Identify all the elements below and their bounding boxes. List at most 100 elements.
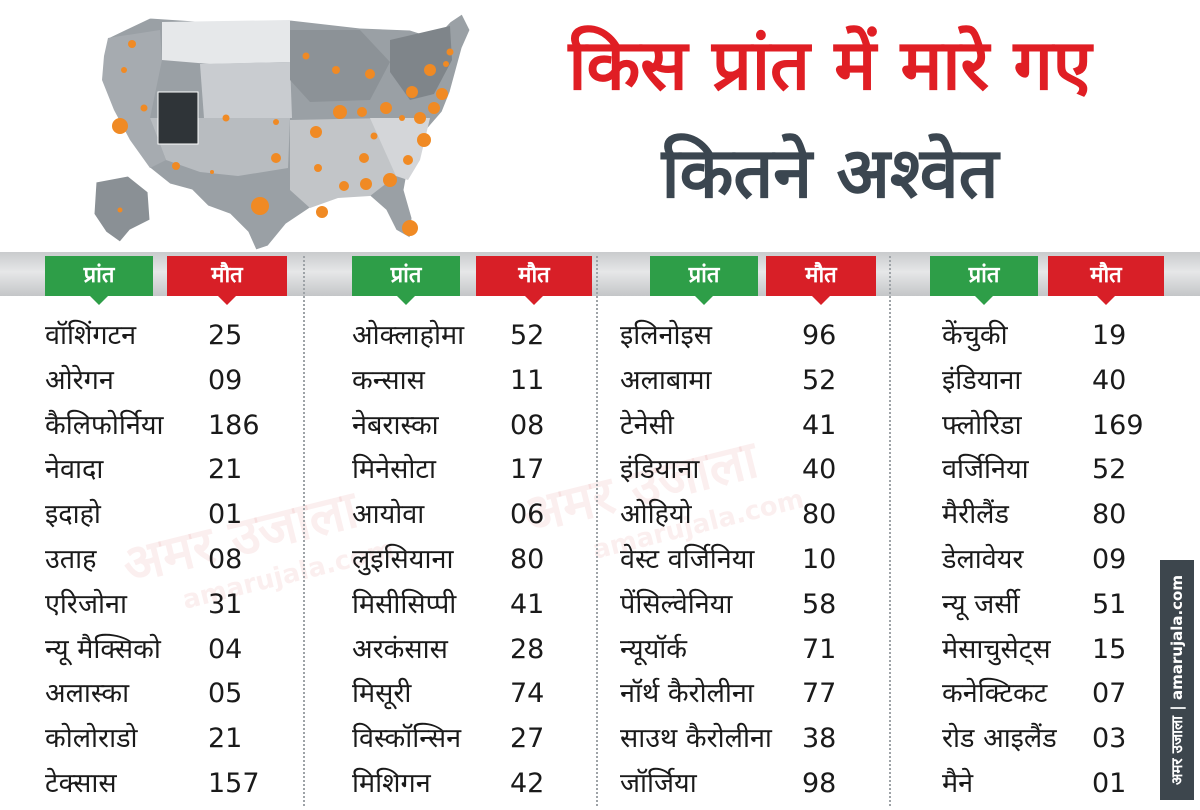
table-row: वेस्ट वर्जिनिया 10 (620, 538, 910, 583)
death-count: 31 (208, 588, 243, 620)
death-count: 38 (802, 723, 837, 755)
deaths-header: मौत (167, 256, 287, 305)
illinois-bubble (333, 105, 347, 119)
nevada-bubble (140, 104, 148, 112)
state-name: अरकंसास (352, 633, 448, 665)
state-name: अलास्का (45, 678, 130, 710)
table-row: न्यूयॉर्क 71 (620, 628, 910, 673)
death-count: 09 (208, 364, 243, 396)
deaths-header: मौत (476, 256, 592, 305)
northern-plains-region (162, 20, 290, 64)
state-name: इलिनोइस (620, 320, 713, 351)
headline-line-2: कितने अश्वेत (661, 132, 999, 214)
table-row: मैने 01 (942, 762, 1200, 807)
state-name: नेबरास्का (352, 409, 439, 441)
table-row: ओरेगन 09 (45, 359, 335, 404)
table-row: नेवादा 21 (45, 448, 335, 493)
table-row: मेसाचुसेट्स 15 (942, 628, 1200, 673)
table-row: अरकंसास 28 (352, 628, 642, 673)
arkansas-bubble (314, 164, 322, 172)
state-name: आयोवा (352, 499, 425, 531)
death-count: 28 (510, 633, 545, 665)
death-count: 96 (802, 320, 837, 351)
tennessee-bubble (359, 153, 369, 163)
column-separator (889, 256, 891, 806)
death-count: 52 (510, 320, 545, 351)
table-row: जॉर्जिया 98 (620, 762, 910, 807)
death-count: 186 (208, 409, 260, 441)
table-row: ओहियो 80 (620, 493, 910, 538)
state-name: नेवादा (45, 454, 104, 486)
state-name: वॉशिंगटन (45, 320, 137, 351)
table-row: साउथ कैरोलीना 38 (620, 717, 910, 762)
table-row: न्यू मैक्सिको 04 (45, 628, 335, 673)
state-name: टेक्सास (45, 767, 117, 799)
north-carolina-bubble (417, 133, 431, 147)
table-row: इलिनोइस 96 (620, 314, 910, 359)
michigan-bubble (365, 69, 375, 79)
washington-bubble (128, 40, 136, 48)
new-mexico-bubble (210, 170, 214, 174)
death-count: 17 (510, 454, 545, 486)
death-count: 21 (208, 454, 243, 486)
state-name: मिसूरी (352, 678, 412, 710)
state-header: प्रांत (930, 256, 1038, 305)
table-row: कन्सास 11 (352, 359, 642, 404)
table-row: वॉशिंगटन 25 (45, 314, 335, 359)
kansas-bubble (273, 119, 279, 125)
table-row: मैरीलैंड 80 (942, 493, 1200, 538)
florida-bubble (402, 220, 418, 236)
death-count: 19 (1092, 320, 1127, 351)
rockies-region (200, 62, 292, 118)
death-count: 07 (1092, 678, 1127, 710)
table-row: इंडियाना 40 (620, 448, 910, 493)
table-row: पेंसिल्वेनिया 58 (620, 583, 910, 628)
death-count: 21 (208, 723, 243, 755)
table-row: उताह 08 (45, 538, 335, 583)
state-name: अलाबामा (620, 364, 712, 396)
texas-bubble (251, 197, 269, 215)
us-map (93, 13, 471, 251)
death-count: 52 (802, 364, 837, 396)
state-name: वेस्ट वर्जिनिया (620, 543, 755, 575)
death-count: 74 (510, 678, 545, 710)
table-row: रोड आइलैंड 03 (942, 717, 1200, 762)
death-count: 05 (208, 678, 243, 710)
utah-highlight (157, 91, 199, 145)
table-row: नेबरास्का 08 (352, 404, 642, 449)
table-row: कोलोराडो 21 (45, 717, 335, 762)
state-name: पेंसिल्वेनिया (620, 588, 733, 620)
death-count: 15 (1092, 633, 1127, 665)
state-name: कनेक्टिकट (942, 678, 1048, 710)
death-count: 157 (208, 767, 260, 799)
table-row: वर्जिनिया 52 (942, 448, 1200, 493)
table-row: नॉर्थ कैरोलीना 77 (620, 672, 910, 717)
death-count: 25 (208, 320, 243, 351)
table-row: एरिजोना 31 (45, 583, 335, 628)
death-count: 09 (1092, 543, 1127, 575)
headline-line-1: किस प्रांत में मारे गए (568, 24, 1092, 106)
new-jersey-bubble (436, 88, 448, 100)
state-name: साउथ कैरोलीना (620, 723, 772, 755)
table-row: टेक्सास 157 (45, 762, 335, 807)
table-row: विस्कॉन्सिन 27 (352, 717, 642, 762)
state-name: ओरेगन (45, 364, 114, 396)
pennsylvania-bubble (406, 86, 418, 98)
death-count: 41 (510, 588, 545, 620)
state-name: इंडियाना (620, 454, 700, 486)
california-bubble (112, 118, 128, 134)
state-list: इलिनोइस 96 अलाबामा 52 टेनेसी 41 इंडियाना 40 … (620, 314, 910, 807)
state-name: लुइसियाना (352, 543, 454, 575)
state-header: प्रांत (352, 256, 460, 305)
state-name: ओहियो (620, 499, 692, 531)
table-row: टेनेसी 41 (620, 404, 910, 449)
state-name: रोड आइलैंड (942, 723, 1057, 755)
state-name: न्यू मैक्सिको (45, 633, 161, 665)
death-count: 06 (510, 499, 545, 531)
west-coast-region (102, 30, 166, 168)
death-count: 40 (802, 454, 837, 486)
death-count: 11 (510, 364, 545, 396)
state-name: टेनेसी (620, 409, 674, 441)
table-row: ओक्लाहोमा 52 (352, 314, 642, 359)
table-row: इदाहो 01 (45, 493, 335, 538)
